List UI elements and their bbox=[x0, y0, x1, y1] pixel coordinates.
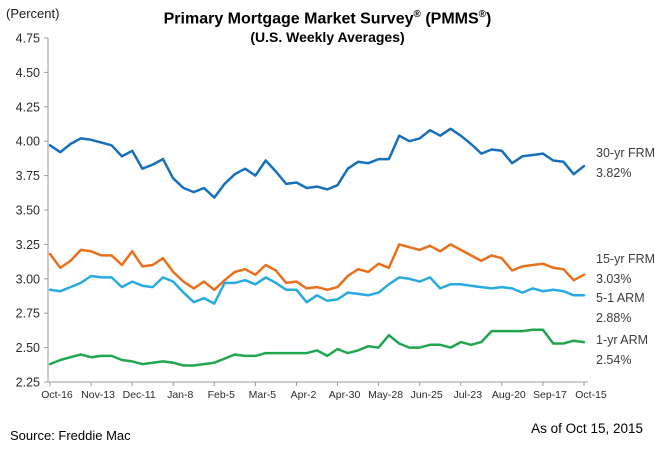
series-line-1-yr-arm bbox=[48, 328, 586, 367]
legend-series-name: 30-yr FRM bbox=[596, 146, 655, 160]
x-tick-label: Mar-5 bbox=[249, 389, 277, 401]
y-axis-unit-label: (Percent) bbox=[6, 6, 60, 21]
y-tick-label: 3.00 bbox=[16, 272, 40, 286]
chart-title-text: Primary Mortgage Market Survey bbox=[163, 10, 414, 28]
y-tick-label: 3.50 bbox=[16, 204, 40, 218]
legend-series-name: 1-yr ARM bbox=[596, 333, 649, 347]
x-tick-label: Oct-16 bbox=[41, 389, 73, 401]
registered-mark-icon: ® bbox=[478, 9, 487, 20]
legend-series-value: 2.88% bbox=[596, 311, 632, 325]
x-tick-label: Sep-17 bbox=[533, 389, 567, 401]
x-tick-label: Oct-15 bbox=[575, 389, 607, 401]
as-of-label: As of Oct 15, 2015 bbox=[531, 421, 643, 436]
series-line-30-yr-frm bbox=[48, 127, 586, 199]
legend-entry-1-yr-arm: 1-yr ARM 2.54% bbox=[596, 330, 655, 370]
y-tick-label: 4.25 bbox=[16, 100, 40, 114]
legend-series-name: 5-1 ARM bbox=[596, 291, 645, 305]
x-tick-label: Aug-20 bbox=[492, 389, 526, 401]
x-tick-label: Apr-30 bbox=[329, 389, 361, 401]
chart-title: Primary Mortgage Market Survey® (PMMS®) bbox=[40, 5, 615, 28]
legend-entry-30-yr-frm: 30-yr FRM 3.82% bbox=[596, 143, 655, 183]
legend-series-name: 15-yr FRM bbox=[596, 252, 655, 266]
y-tick-label: 4.50 bbox=[16, 66, 40, 80]
y-tick-label: 3.75 bbox=[16, 169, 40, 183]
y-tick-label: 2.50 bbox=[16, 341, 40, 355]
source-label: Source: Freddie Mac bbox=[10, 428, 131, 443]
y-tick-label: 3.25 bbox=[16, 238, 40, 252]
registered-mark-icon: ® bbox=[413, 9, 421, 20]
y-tick-label: 2.75 bbox=[16, 307, 40, 321]
x-tick-label: May-28 bbox=[368, 389, 403, 401]
legend-entry-15-yr-frm: 15-yr FRM 3.03% bbox=[596, 249, 655, 289]
y-tick-label: 2.25 bbox=[16, 376, 40, 390]
chart-header: Primary Mortgage Market Survey® (PMMS®) … bbox=[40, 5, 615, 46]
x-tick-label: Jan-8 bbox=[167, 389, 193, 401]
y-tick-label: 4.00 bbox=[16, 135, 40, 149]
x-tick-label: Jul-23 bbox=[453, 389, 482, 401]
chart-title-text-2: (PMMS bbox=[420, 10, 479, 28]
legend-series-value: 3.03% bbox=[596, 272, 632, 286]
x-tick-label: Dec-11 bbox=[123, 389, 156, 401]
chart-title-text-3: ) bbox=[486, 10, 492, 28]
legend-series-value: 3.82% bbox=[596, 166, 632, 180]
y-tick-label: 4.75 bbox=[16, 32, 40, 46]
x-tick-label: Jun-25 bbox=[411, 389, 443, 401]
series-line-15-yr-frm bbox=[48, 243, 586, 292]
series-line-5-1-arm bbox=[48, 274, 586, 305]
chart-subtitle: (U.S. Weekly Averages) bbox=[250, 29, 405, 46]
legend-series-value: 2.54% bbox=[596, 353, 632, 367]
legend-entry-5-1-arm: 5-1 ARM 2.88% bbox=[596, 288, 655, 328]
x-tick-label: Apr-2 bbox=[291, 389, 317, 401]
x-tick-label: Nov-13 bbox=[81, 389, 115, 401]
x-tick-label: Feb-5 bbox=[208, 389, 236, 401]
